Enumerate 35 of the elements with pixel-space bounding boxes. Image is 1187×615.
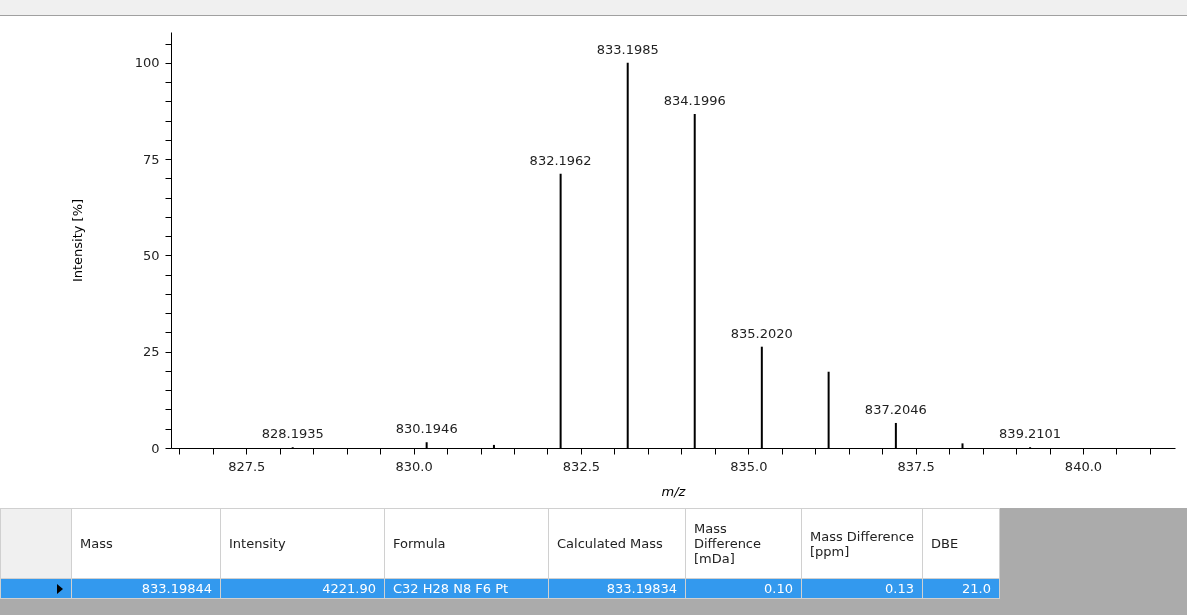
text: DBE <box>922 508 1000 579</box>
text: Mass Difference [mDa] <box>685 508 802 579</box>
text: Intensity <box>220 508 385 579</box>
y-tick-label: 75 <box>142 151 160 167</box>
y-tick-label: 100 <box>134 55 160 71</box>
x-tick-label: 827.5 <box>228 458 266 474</box>
text: Calculated Mass <box>548 508 686 579</box>
y-tick-label: 50 <box>142 247 160 263</box>
x-tick-label: 837.5 <box>897 458 935 474</box>
text: 833.19844 <box>71 578 221 599</box>
y-axis-title: Intensity [%] <box>69 198 85 283</box>
x-tick-label: 830.0 <box>395 458 433 474</box>
annotation: 832.1962 <box>529 152 592 168</box>
y-tick-label: 25 <box>142 344 160 360</box>
x-tick-label: 832.5 <box>562 458 601 474</box>
y-tick-label: 0 <box>151 440 160 456</box>
text: 21.0 <box>922 578 1000 599</box>
annotation: 835.2020 <box>730 325 793 341</box>
text: Mass <box>71 508 221 579</box>
annotation: 833.1985 <box>596 41 659 57</box>
text: 0.10 <box>685 578 802 599</box>
text: Mass Difference [ppm] <box>801 508 923 579</box>
text: 0.13 <box>801 578 923 599</box>
annotation: 830.1946 <box>395 421 458 437</box>
text: 833.19834 <box>548 578 686 599</box>
text: C32 H28 N8 F6 Pt <box>384 578 549 599</box>
annotation: 839.2101 <box>999 426 1062 442</box>
annotation: 828.1935 <box>261 426 324 442</box>
x-tick-label: 835.0 <box>730 458 768 474</box>
text: 4221.90 <box>220 578 385 599</box>
x-tick-label: 840.0 <box>1064 458 1103 474</box>
x-axis-title: m/z <box>661 483 687 499</box>
annotation: 837.2046 <box>864 401 927 417</box>
text: Formula <box>384 508 549 579</box>
annotation: 834.1996 <box>663 93 726 109</box>
